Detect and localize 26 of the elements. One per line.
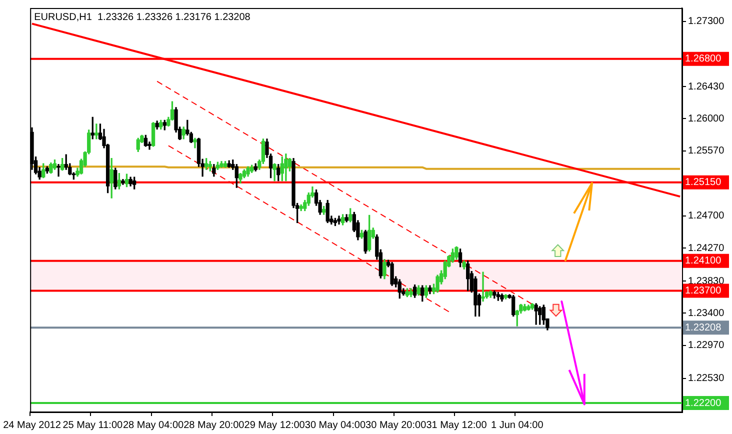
x-tick-label: 1 Jun 04:00 — [490, 420, 544, 431]
ref-line-label: 1.25150 — [685, 177, 722, 188]
x-tick-label: 29 May 12:00 — [244, 420, 306, 431]
x-tick-label: 28 May 04:00 — [122, 420, 184, 431]
y-tick-label: 1.23830 — [688, 276, 725, 287]
ref-line-label: 1.26800 — [685, 54, 722, 65]
x-tick-label: 30 May 04:00 — [304, 420, 366, 431]
y-tick-label: 1.22970 — [688, 340, 725, 352]
x-tick-label: 31 May 12:00 — [426, 420, 488, 431]
x-tick-label: 25 May 11:00 — [62, 420, 123, 431]
x-tick-label: 30 May 20:00 — [366, 420, 427, 431]
ref-line-label: 1.23208 — [685, 322, 722, 334]
chart-title: EURUSD,H1 1.23326 1.23326 1.23176 1.23208 — [34, 12, 251, 23]
y-tick-label: 1.26430 — [688, 81, 725, 92]
x-tick-label: 24 May 2012 — [3, 420, 62, 431]
ref-line-label: 1.24100 — [685, 256, 722, 267]
y-tick-label: 1.23400 — [688, 308, 725, 319]
ref-line-label: 1.22200 — [685, 398, 722, 409]
y-tick-label: 1.27300 — [688, 16, 725, 28]
y-tick-label: 1.22530 — [688, 373, 725, 384]
y-tick-label: 1.25570 — [688, 146, 725, 157]
y-tick-label: 1.26000 — [688, 113, 725, 124]
x-tick-label: 28 May 20:00 — [184, 420, 245, 431]
y-tick-label: 1.24270 — [688, 242, 725, 254]
ref-line-label: 1.23700 — [685, 286, 722, 297]
y-tick-label: 1.24700 — [688, 210, 725, 222]
